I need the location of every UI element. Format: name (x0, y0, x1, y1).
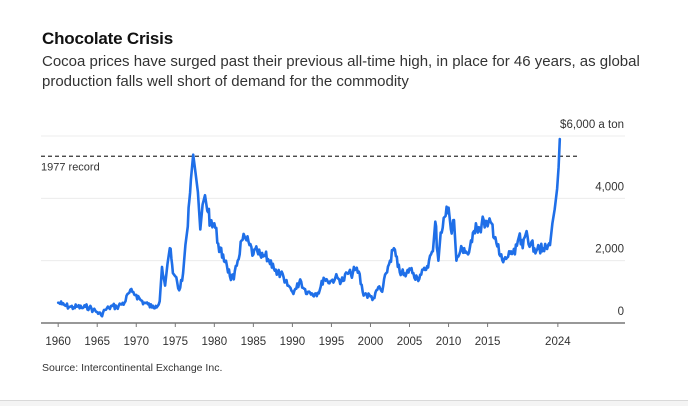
x-tick-label-1995: 1995 (319, 336, 345, 348)
record-label: 1977 record (41, 161, 100, 173)
x-tick-label-1960: 1960 (45, 336, 71, 348)
series-line-0 (56, 137, 562, 318)
x-tick-label-1980: 1980 (202, 336, 228, 348)
x-tick-label-2015: 2015 (475, 336, 501, 348)
x-tick-label-1965: 1965 (84, 336, 110, 348)
chart-title: Chocolate Crisis (42, 29, 173, 48)
x-tick-label-2005: 2005 (397, 336, 423, 348)
x-axis: 1960 1965 1970 1975 1980 1985 1990 1995 2000 2005… (41, 322, 625, 348)
chart-subtitle: Cocoa prices have surged past their prev… (42, 53, 640, 90)
x-tick-label-1975: 1975 (162, 336, 188, 348)
source-note: Source: Intercontinental Exchange Inc. (42, 362, 223, 374)
series-layer (56, 137, 562, 318)
gridlines (41, 135, 625, 262)
x-tick-label-1990: 1990 (280, 336, 306, 348)
y-tick-label-2000: 2,000 (595, 244, 624, 256)
bottom-band (0, 401, 688, 406)
y-tick-label-0: 0 (618, 306, 624, 318)
y-tick-label-4000: 4,000 (595, 181, 624, 193)
record-annotation: 1977 record (41, 155, 578, 173)
x-tick-label-1970: 1970 (123, 336, 149, 348)
x-tick-label-2010: 2010 (436, 336, 462, 348)
bottom-divider (0, 400, 688, 401)
x-tick-label-1985: 1985 (241, 336, 267, 348)
y-axis-labels: 0 2,000 4,000 $6,000 a ton (560, 119, 624, 318)
x-tick-label-2000: 2000 (358, 336, 384, 348)
y-tick-label-6000: $6,000 a ton (560, 119, 624, 131)
x-tick-label-2024: 2024 (545, 336, 571, 348)
